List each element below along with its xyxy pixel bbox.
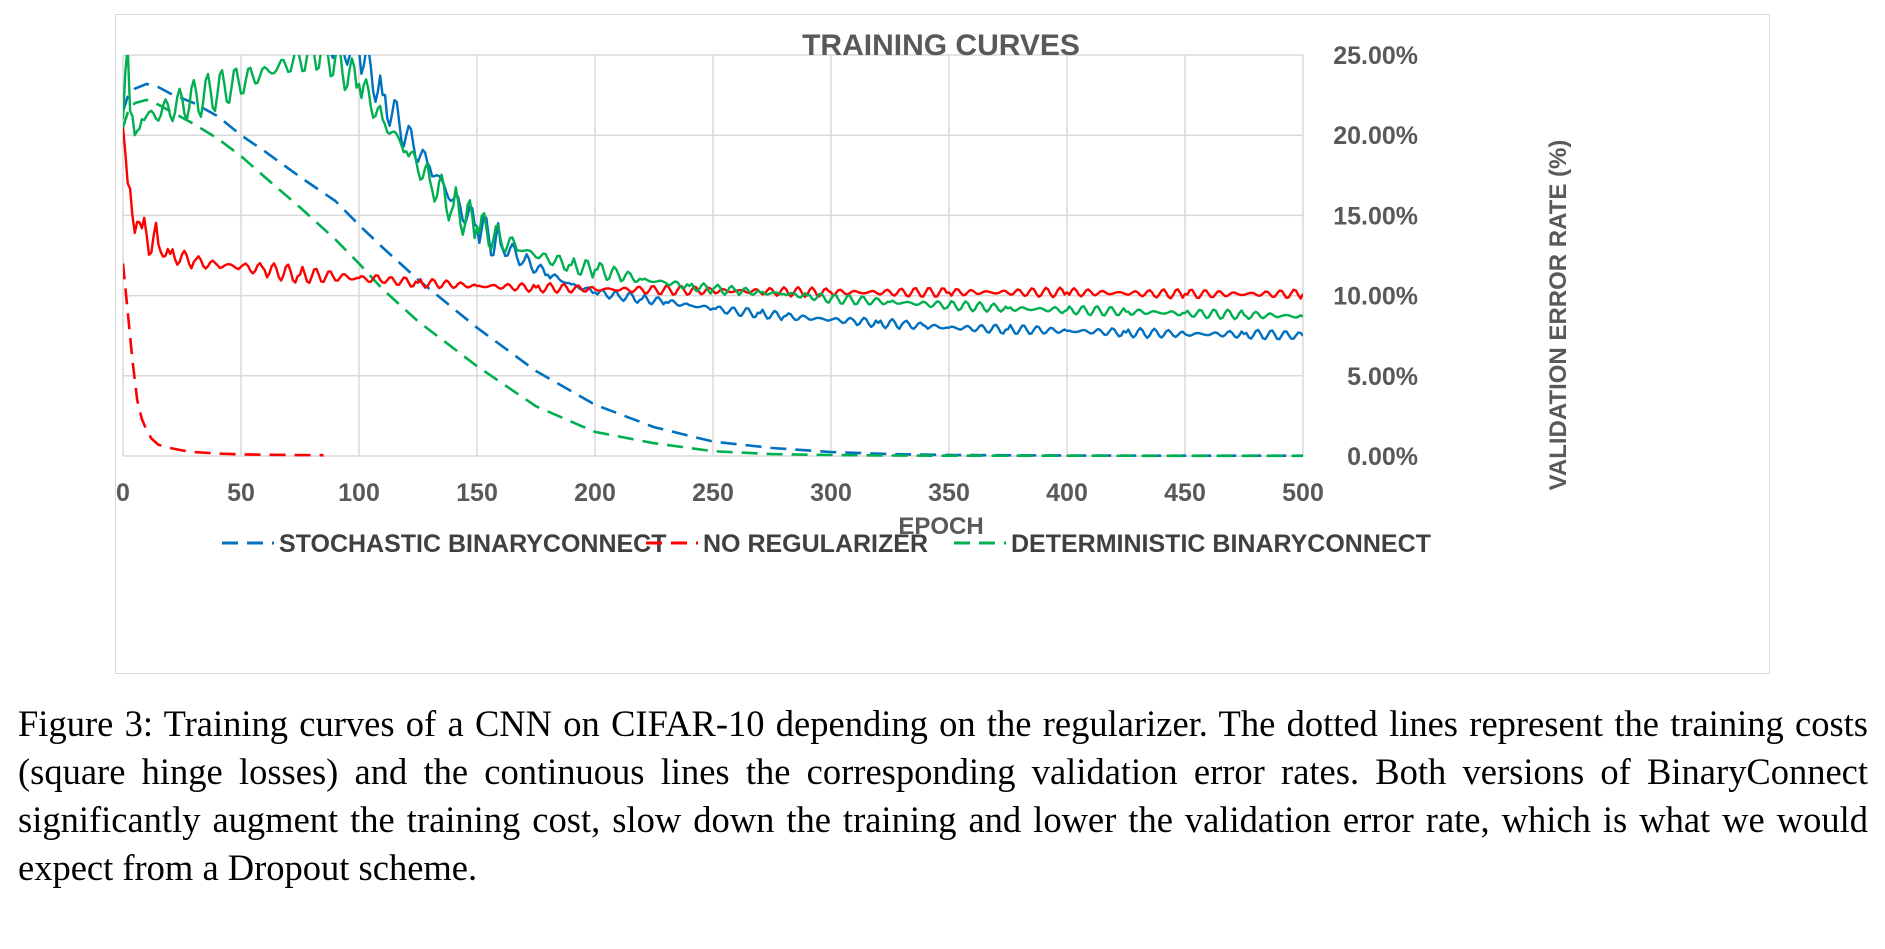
x-tick-label: 450: [1164, 479, 1206, 507]
training-curves-chart: 0 50 100 150 200 250 300 350 400 450 500 0.00% 5.00…: [116, 29, 1572, 558]
y-tick-label: 5.00%: [1347, 363, 1418, 391]
x-tick-label: 300: [810, 479, 852, 507]
series-line-validation-error-deterministic-binaryconnect: [123, 55, 1303, 321]
x-tick-label: 150: [456, 479, 498, 507]
grid: [122, 54, 1304, 457]
y-axis-title: VALIDATION ERROR RATE (%): [1545, 140, 1572, 491]
legend-label: DETERMINISTIC BINARYCONNECT: [1011, 530, 1431, 558]
series-line-training-cost-no-regularizer: [123, 263, 324, 457]
y-tick-label: 10.00%: [1333, 283, 1418, 311]
y-tick-labels: 0.00% 5.00% 10.00% 15.00% 20.00% 25.00%: [1333, 42, 1418, 471]
y-tick-label: 20.00%: [1333, 122, 1418, 150]
y-tick-label: 15.00%: [1333, 202, 1418, 230]
y-tick-label: 25.00%: [1333, 42, 1418, 70]
chart-title: TRAINING CURVES: [802, 29, 1080, 62]
x-tick-label: 400: [1046, 479, 1088, 507]
legend: STOCHASTIC BINARYCONNECT NO REGULARIZER DE…: [222, 530, 1431, 558]
x-tick-label: 250: [692, 479, 734, 507]
y-tick-label: 0.00%: [1347, 443, 1418, 471]
x-tick-label: 50: [227, 479, 255, 507]
series-line-validation-error-stochastic-binaryconnect: [330, 55, 1303, 341]
x-tick-label: 350: [928, 479, 970, 507]
series-line-training-cost-stochastic-binaryconnect: [123, 82, 1303, 457]
x-axis-title: EPOCH: [898, 513, 983, 540]
legend-label: NO REGULARIZER: [703, 530, 928, 558]
x-tick-label: 0: [116, 479, 130, 507]
x-tick-label: 100: [338, 479, 380, 507]
x-tick-label: 500: [1282, 479, 1324, 507]
x-tick-label: 200: [574, 479, 616, 507]
chart-container: 0 50 100 150 200 250 300 350 400 450 500 0.00% 5.00…: [115, 14, 1770, 674]
series-lines: [123, 55, 1303, 458]
figure-caption: Figure 3: Training curves of a CNN on CI…: [18, 703, 1868, 888]
x-tick-labels: 0 50 100 150 200 250 300 350 400 450 500: [116, 479, 1324, 507]
legend-label: STOCHASTIC BINARYCONNECT: [279, 530, 667, 558]
